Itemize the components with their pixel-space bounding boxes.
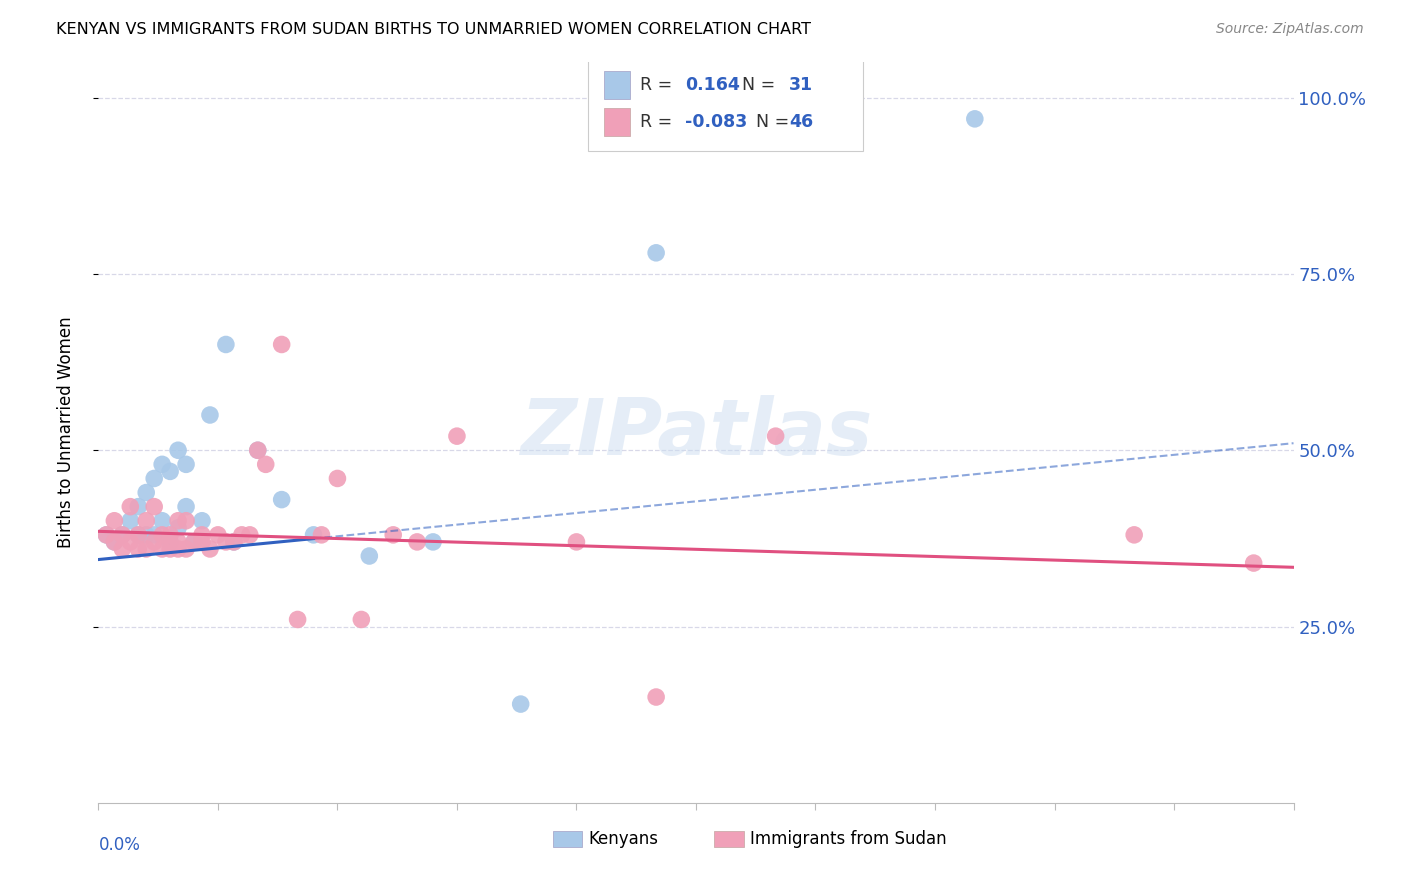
Point — [143, 500, 166, 514]
Point — [167, 521, 190, 535]
Point — [191, 535, 214, 549]
Point — [174, 541, 197, 556]
Point — [222, 535, 245, 549]
Point — [446, 429, 468, 443]
Point — [159, 535, 181, 549]
Point — [270, 492, 292, 507]
Bar — [605, 108, 630, 136]
Point — [174, 514, 197, 528]
Text: KENYAN VS IMMIGRANTS FROM SUDAN BIRTHS TO UNMARRIED WOMEN CORRELATION CHART: KENYAN VS IMMIGRANTS FROM SUDAN BIRTHS T… — [56, 22, 811, 37]
Point — [120, 535, 142, 549]
Bar — [714, 831, 744, 847]
Point — [159, 528, 181, 542]
Point — [135, 528, 157, 542]
Point — [167, 535, 190, 549]
Point — [167, 541, 190, 556]
Point — [239, 528, 262, 542]
Point — [565, 535, 588, 549]
Point — [127, 500, 149, 514]
Point — [167, 514, 190, 528]
Point — [120, 514, 142, 528]
Point — [509, 697, 531, 711]
Point — [270, 337, 292, 351]
Point — [167, 443, 190, 458]
Point — [1123, 528, 1146, 542]
Point — [963, 112, 986, 126]
Text: N =: N = — [745, 113, 794, 131]
Point — [198, 408, 221, 422]
Text: N =: N = — [731, 77, 780, 95]
Point — [135, 485, 157, 500]
Point — [406, 535, 429, 549]
Text: ZIPatlas: ZIPatlas — [520, 394, 872, 471]
Point — [1243, 556, 1265, 570]
Point — [359, 549, 381, 563]
Point — [254, 458, 277, 472]
Point — [150, 528, 173, 542]
Text: Kenyans: Kenyans — [589, 830, 658, 848]
Point — [191, 528, 214, 542]
Text: R =: R = — [640, 77, 678, 95]
Point — [350, 612, 373, 626]
Text: -0.083: -0.083 — [685, 113, 748, 131]
Point — [231, 528, 253, 542]
Point — [183, 535, 205, 549]
Point — [127, 528, 149, 542]
Point — [127, 541, 149, 556]
Point — [302, 528, 325, 542]
Point — [198, 541, 221, 556]
Text: 0.0%: 0.0% — [98, 836, 141, 855]
Point — [103, 535, 125, 549]
Point — [645, 245, 668, 260]
Point — [150, 458, 173, 472]
Point — [135, 541, 157, 556]
Y-axis label: Births to Unmarried Women: Births to Unmarried Women — [56, 317, 75, 549]
Text: R =: R = — [640, 113, 678, 131]
Point — [183, 535, 205, 549]
Point — [111, 528, 134, 542]
Bar — [553, 831, 582, 847]
Point — [150, 514, 173, 528]
Point — [382, 528, 405, 542]
Point — [103, 514, 125, 528]
Point — [765, 429, 787, 443]
Point — [143, 471, 166, 485]
Point — [96, 528, 118, 542]
Point — [135, 514, 157, 528]
Point — [120, 500, 142, 514]
Point — [103, 535, 125, 549]
Point — [645, 690, 668, 704]
Text: Source: ZipAtlas.com: Source: ZipAtlas.com — [1216, 22, 1364, 37]
Point — [174, 500, 197, 514]
Point — [96, 528, 118, 542]
Point — [326, 471, 349, 485]
Bar — [605, 71, 630, 99]
Text: 46: 46 — [789, 113, 813, 131]
Point — [222, 535, 245, 549]
Point — [215, 337, 238, 351]
FancyBboxPatch shape — [589, 59, 863, 152]
Point — [159, 541, 181, 556]
Point — [246, 443, 269, 458]
Point — [246, 443, 269, 458]
Point — [311, 528, 333, 542]
Point — [174, 458, 197, 472]
Point — [191, 514, 214, 528]
Point — [159, 464, 181, 478]
Text: 31: 31 — [789, 77, 813, 95]
Point — [422, 535, 444, 549]
Point — [143, 535, 166, 549]
Point — [111, 541, 134, 556]
Text: 0.164: 0.164 — [685, 77, 740, 95]
Text: Immigrants from Sudan: Immigrants from Sudan — [749, 830, 946, 848]
Point — [111, 528, 134, 542]
Point — [287, 612, 309, 626]
Point — [143, 528, 166, 542]
Point — [207, 528, 229, 542]
Point — [150, 541, 173, 556]
Point — [127, 528, 149, 542]
Point — [215, 535, 238, 549]
